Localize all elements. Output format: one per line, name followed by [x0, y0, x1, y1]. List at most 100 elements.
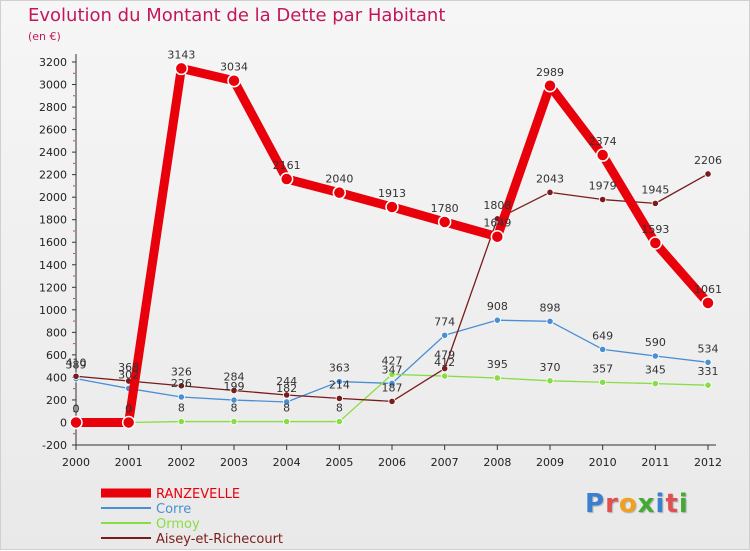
data-label: 363 — [329, 362, 350, 375]
data-label: 347 — [382, 363, 403, 376]
data-point — [651, 199, 659, 207]
y-tick-label: 1000 — [39, 304, 67, 317]
data-point — [493, 374, 501, 382]
y-tick-label: 2800 — [39, 101, 67, 114]
y-tick-label: -200 — [42, 439, 67, 452]
x-tick-label: 2005 — [325, 456, 353, 469]
y-tick-label: 2000 — [39, 191, 67, 204]
data-point — [437, 215, 452, 229]
x-tick-label: 2001 — [115, 456, 143, 469]
data-point — [595, 148, 610, 162]
data-point — [546, 188, 554, 196]
data-point — [174, 61, 189, 76]
data-point — [701, 296, 715, 310]
data-point — [177, 382, 185, 390]
data-label: 182 — [276, 382, 297, 395]
x-tick-label: 2003 — [220, 456, 248, 469]
x-tick-label: 2006 — [378, 456, 406, 469]
data-point — [543, 79, 557, 93]
data-label: 0 — [125, 402, 132, 415]
x-tick-label: 2007 — [431, 456, 459, 469]
data-label: 0 — [73, 402, 80, 415]
data-point — [493, 316, 501, 324]
data-label: 326 — [171, 366, 192, 379]
x-tick-label: 2000 — [62, 456, 90, 469]
data-point — [230, 386, 238, 395]
data-point — [177, 417, 185, 426]
data-label: 3034 — [220, 61, 248, 74]
data-label: 1808 — [483, 199, 511, 212]
data-point — [651, 380, 659, 388]
data-point — [704, 358, 712, 366]
data-label: 1945 — [641, 183, 669, 196]
data-label: 1979 — [589, 180, 617, 193]
data-label: 331 — [698, 365, 719, 378]
data-point — [230, 417, 238, 426]
logo-letter: t — [665, 489, 679, 519]
y-tick-label: 1400 — [39, 259, 67, 272]
data-point — [599, 378, 607, 386]
data-point — [441, 331, 449, 339]
x-tick-label: 2010 — [589, 456, 617, 469]
data-point — [335, 377, 343, 386]
y-tick-label: 1200 — [39, 281, 67, 294]
data-point — [335, 417, 343, 426]
data-point — [385, 200, 399, 214]
data-point — [227, 73, 241, 88]
y-tick-label: 400 — [46, 371, 67, 384]
data-point — [121, 415, 136, 430]
data-label: 357 — [592, 362, 613, 375]
data-label: 8 — [178, 402, 185, 415]
logo-letter: i — [655, 489, 666, 519]
data-point — [177, 393, 185, 401]
data-label: 2161 — [273, 159, 301, 172]
x-tick-label: 2004 — [273, 456, 301, 469]
data-label: 244 — [276, 375, 297, 388]
x-tick-label: 2002 — [167, 456, 195, 469]
data-point — [546, 377, 554, 385]
data-label: 302 — [118, 368, 139, 381]
data-label: 2989 — [536, 66, 564, 79]
data-label: 0 — [125, 402, 132, 415]
data-label: 590 — [645, 336, 666, 349]
y-tick-label: 1800 — [39, 214, 67, 227]
data-point — [388, 397, 396, 406]
data-label: 187 — [382, 381, 403, 394]
proxiti-logo: Proxiti — [585, 489, 689, 519]
data-label: 8 — [283, 402, 290, 415]
chart-subtitle: (en €) — [28, 30, 61, 43]
data-label: 3143 — [167, 48, 195, 61]
data-label: 226 — [171, 377, 192, 390]
data-label: 2206 — [694, 154, 722, 167]
y-tick-label: 2600 — [39, 124, 67, 137]
data-point — [648, 236, 663, 250]
y-tick-label: 3000 — [39, 79, 67, 92]
data-label: 345 — [645, 364, 666, 377]
data-label: 410 — [66, 356, 87, 369]
logo-letter: o — [618, 489, 638, 519]
data-label: 898 — [540, 301, 561, 314]
data-label: 0 — [73, 402, 80, 415]
data-point — [441, 364, 449, 373]
y-tick-label: 2200 — [39, 169, 67, 182]
data-point — [283, 417, 291, 426]
y-tick-label: 0 — [60, 416, 67, 429]
data-point — [72, 372, 80, 380]
data-label: 1593 — [641, 223, 669, 236]
data-point — [599, 195, 607, 204]
data-point — [335, 394, 343, 402]
x-tick-label: 2008 — [483, 456, 511, 469]
data-label: 284 — [224, 370, 245, 383]
data-label: 534 — [698, 342, 719, 355]
data-label: 649 — [592, 329, 613, 342]
data-label: 389 — [66, 359, 87, 372]
data-point — [441, 372, 449, 380]
data-label: 1913 — [378, 187, 406, 200]
data-point — [230, 396, 238, 404]
data-label: 368 — [118, 361, 139, 374]
logo-letter: P — [585, 489, 606, 519]
data-point — [283, 391, 291, 399]
data-label: 2043 — [536, 172, 564, 185]
